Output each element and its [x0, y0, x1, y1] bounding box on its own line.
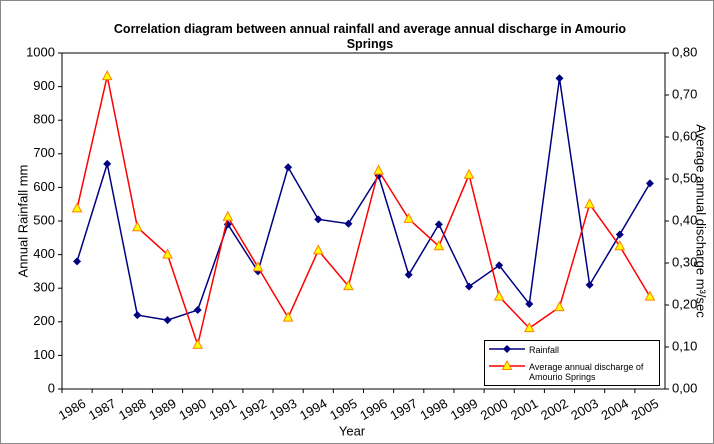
y-tick-label: 1000: [26, 44, 55, 59]
y2-axis-label: Average annual discharge m³/sec: [694, 124, 709, 318]
y2-tick-label: 0,30: [672, 254, 697, 269]
point: [312, 244, 324, 255]
y2-tick-label: 0,00: [672, 380, 697, 395]
y2-tick-label: 0,70: [672, 86, 697, 101]
y-tick-label: 300: [33, 280, 55, 295]
y-tick-label: 200: [33, 313, 55, 328]
point: [433, 240, 445, 251]
point: [252, 261, 264, 272]
y2-tick-label: 0,40: [672, 212, 697, 227]
point: [282, 311, 294, 322]
point: [132, 221, 143, 232]
point: [222, 210, 234, 221]
point: [343, 280, 354, 291]
point: [614, 240, 626, 251]
point: [615, 230, 624, 239]
point: [103, 159, 112, 168]
legend-marker: [501, 360, 513, 370]
legend-entry: Average annual discharge of Amourio Spri…: [485, 360, 659, 382]
point: [645, 179, 654, 188]
point: [644, 290, 656, 301]
point: [554, 301, 565, 312]
y-tick-label: 500: [33, 212, 55, 227]
point: [192, 338, 204, 349]
point: [101, 70, 113, 81]
legend-swatch: [489, 345, 525, 353]
x-axis-label: Year: [339, 423, 366, 438]
point: [344, 219, 353, 228]
point: [495, 261, 504, 270]
point: [193, 306, 202, 315]
y2-tick-label: 0,50: [672, 170, 697, 185]
point: [493, 290, 505, 301]
point: [73, 257, 82, 266]
point: [434, 220, 443, 229]
legend: Rainfall Average annual discharge of Amou…: [484, 340, 660, 386]
legend-label: Rainfall: [529, 345, 560, 355]
point: [585, 280, 594, 289]
legend-entry: Rainfall: [485, 343, 659, 357]
point: [71, 202, 83, 213]
legend-marker: [503, 345, 511, 353]
y2-tick-label: 0,60: [672, 128, 697, 143]
y-tick-label: 700: [33, 145, 55, 160]
point: [284, 163, 293, 172]
y2-tick-label: 0,10: [672, 338, 697, 353]
y-axis-label: Annual Rainfall mm: [15, 165, 30, 278]
point: [314, 215, 323, 224]
point: [404, 270, 413, 279]
legend-label: Average annual discharge of Amourio Spri…: [529, 362, 644, 382]
point: [133, 311, 142, 320]
point: [373, 164, 384, 175]
y-tick-label: 600: [33, 179, 55, 194]
point: [403, 212, 415, 223]
point: [525, 299, 534, 308]
y-tick-label: 0: [48, 380, 55, 395]
y2-tick-label: 0,80: [672, 44, 697, 59]
y2-tick-label: 0,20: [672, 296, 697, 311]
point: [523, 322, 535, 333]
y-tick-label: 100: [33, 347, 55, 362]
y-tick-label: 900: [33, 78, 55, 93]
point: [162, 248, 173, 259]
point: [584, 198, 595, 209]
y-tick-label: 400: [33, 246, 55, 261]
legend-swatch: [489, 360, 525, 370]
chart-title: Correlation diagram between annual rainf…: [113, 22, 627, 51]
point: [163, 316, 172, 325]
point: [555, 74, 564, 83]
point: [465, 282, 474, 291]
series-line: [76, 78, 651, 321]
point: [463, 168, 475, 179]
y-tick-label: 800: [33, 112, 55, 127]
